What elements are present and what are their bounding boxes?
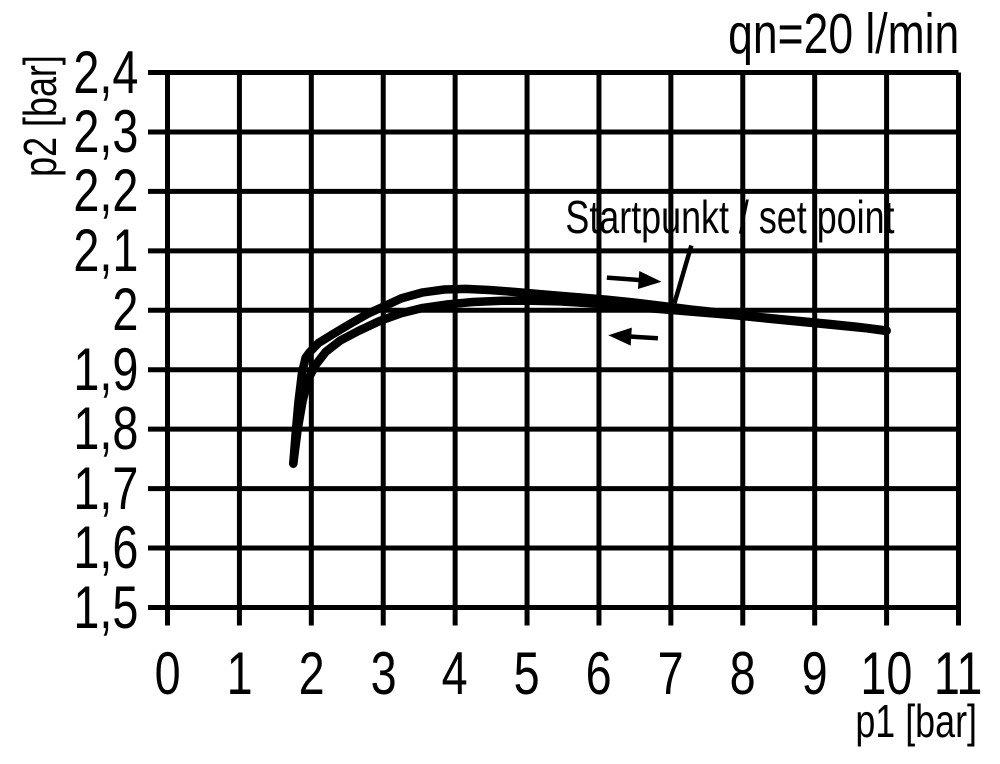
y-tick-label-text: 2,1 bbox=[72, 216, 138, 284]
x-tick-label-text: 3 bbox=[370, 640, 397, 707]
x-tick-label: 7 bbox=[611, 643, 731, 705]
x-tick-label-text: 8 bbox=[729, 640, 756, 707]
x-tick-label-text: 10 bbox=[860, 640, 913, 707]
y-tick-label-text: 2,3 bbox=[72, 97, 138, 165]
return-direction-arrow-icon-shaft bbox=[629, 334, 659, 341]
x-tick-label: 3 bbox=[323, 643, 443, 705]
y-tick-label-text: 2,2 bbox=[72, 157, 138, 225]
y-tick-label: 2,2 bbox=[0, 161, 138, 221]
x-tick-label: 2 bbox=[251, 643, 371, 705]
x-axis-title-text: p1 [bar] bbox=[855, 695, 977, 747]
x-tick-label-text: 7 bbox=[657, 640, 684, 707]
flow-rate-text: qn=20 l/min bbox=[727, 2, 959, 66]
x-tick-label: 1 bbox=[179, 643, 299, 705]
x-tick-label: 0 bbox=[108, 643, 228, 705]
y-tick-label: 1,8 bbox=[0, 399, 138, 459]
flow-rate-label: qn=20 l/min bbox=[663, 4, 959, 64]
y-tick-label-text: 1,6 bbox=[72, 514, 138, 582]
y-tick-label: 1,7 bbox=[0, 454, 138, 522]
x-tick-label: 4 bbox=[395, 643, 515, 705]
y-tick-label-text: 1,8 bbox=[72, 395, 138, 463]
x-tick-label-text: 1 bbox=[226, 640, 253, 707]
set-point-text: Startpunkt / set point bbox=[565, 191, 895, 243]
x-tick-label-text: 11 bbox=[934, 640, 983, 707]
set-point-label: Startpunkt / set point bbox=[480, 193, 980, 241]
y-tick-label: 2,1 bbox=[0, 216, 138, 284]
set-point-leader-line bbox=[672, 244, 694, 304]
x-tick-label: 9 bbox=[755, 643, 875, 705]
forward-direction-arrow-icon-head bbox=[637, 271, 662, 289]
curve-decreasing bbox=[289, 296, 891, 468]
x-tick-label-text: 5 bbox=[514, 640, 541, 707]
x-tick-label-text: 9 bbox=[801, 640, 828, 707]
forward-direction-arrow-icon-shaft bbox=[606, 275, 641, 283]
x-axis-title: p1 [bar] bbox=[821, 696, 977, 746]
x-tick-label-text: 0 bbox=[154, 640, 181, 707]
y-tick-label-text: 1,5 bbox=[72, 573, 138, 641]
y-tick-label-text: 1,9 bbox=[72, 335, 138, 403]
y-tick-label: 2,3 bbox=[0, 97, 138, 165]
y-tick-label: 2 bbox=[0, 280, 138, 340]
x-tick-label-text: 4 bbox=[442, 640, 469, 707]
y-tick-label: 1,5 bbox=[0, 573, 138, 641]
x-tick-label-text: 2 bbox=[298, 640, 325, 707]
y-tick-label: 2,4 bbox=[0, 38, 138, 106]
x-tick-label: 6 bbox=[539, 643, 659, 705]
x-tick-label-text: 6 bbox=[585, 640, 612, 707]
x-tick-label: 5 bbox=[467, 643, 587, 705]
x-tick-label: 11 bbox=[899, 643, 1000, 705]
y-tick-label-text: 1,7 bbox=[72, 454, 138, 522]
y-tick-label-text: 2,4 bbox=[72, 38, 138, 106]
y-tick-label-text: 2 bbox=[111, 276, 138, 344]
x-tick-label: 10 bbox=[827, 643, 947, 705]
y-tick-label: 1,9 bbox=[0, 335, 138, 403]
return-direction-arrow-icon-head bbox=[608, 327, 632, 346]
y-tick-label: 1,6 bbox=[0, 518, 138, 578]
x-tick-label: 8 bbox=[683, 643, 803, 705]
